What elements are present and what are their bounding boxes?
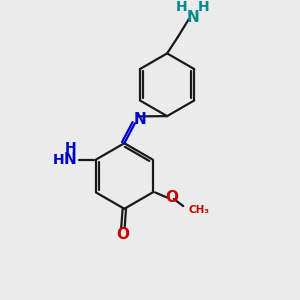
- Text: H: H: [176, 0, 188, 14]
- Text: CH₃: CH₃: [188, 205, 209, 215]
- Text: N: N: [186, 10, 199, 25]
- Text: O: O: [165, 190, 178, 205]
- Text: H: H: [64, 141, 76, 154]
- Text: O: O: [116, 227, 129, 242]
- Text: H: H: [198, 0, 209, 14]
- Text: N: N: [64, 152, 77, 167]
- Text: H: H: [52, 153, 64, 166]
- Text: N: N: [134, 112, 146, 127]
